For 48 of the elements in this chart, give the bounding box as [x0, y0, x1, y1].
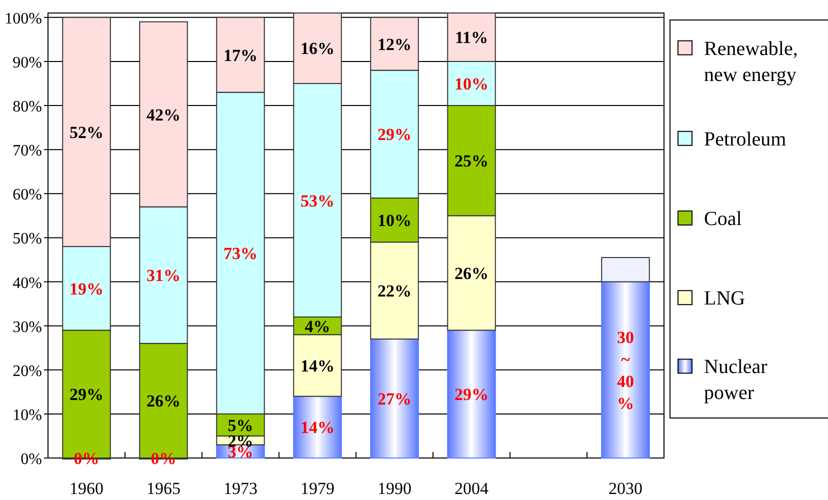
data-label: 12%: [378, 34, 412, 54]
y-tick-label: 90%: [12, 54, 42, 72]
data-label: 19%: [70, 279, 104, 298]
x-tick-label: 2004: [454, 479, 489, 498]
y-tick-label: 80%: [12, 98, 42, 116]
x-tick-label: 1979: [300, 479, 334, 498]
x-tick-label: 1960: [70, 479, 104, 498]
y-tick-label: 100%: [4, 10, 42, 28]
data-label: 26%: [146, 392, 180, 411]
data-label: 22%: [378, 282, 412, 301]
x-tick-label: 2030: [608, 479, 642, 498]
data-label: 5%: [228, 416, 254, 435]
data-label: 52%: [70, 122, 104, 142]
legend-label: Nuclear power: [704, 356, 768, 404]
x-tick-label: 1965: [146, 479, 180, 498]
y-tick-label: 30%: [12, 318, 42, 336]
data-label: 10%: [378, 211, 412, 230]
y-tick-label: 50%: [12, 230, 42, 248]
legend-label: Petroleum: [704, 128, 787, 150]
data-label: 29%: [454, 385, 488, 404]
data-label: 30 ~ 40 %: [617, 328, 634, 413]
data-label: 27%: [378, 390, 412, 409]
y-tick-label: 70%: [12, 142, 42, 160]
y-tick-label: 0%: [20, 451, 42, 468]
legend-label: Renewable, new energy: [704, 38, 798, 86]
y-tick-label: 10%: [12, 406, 42, 424]
data-label: 29%: [70, 385, 104, 404]
data-label: 10%: [454, 74, 488, 94]
data-label: 73%: [224, 244, 258, 264]
data-label: 31%: [146, 266, 180, 286]
data-label: 14%: [300, 418, 334, 438]
data-label: 53%: [300, 191, 334, 210]
data-label: 11%: [454, 28, 488, 48]
data-label: 4%: [304, 316, 330, 336]
data-label: 14%: [300, 356, 334, 376]
x-tick-label: 1990: [378, 479, 412, 498]
legend-label: Coal: [704, 208, 742, 230]
data-label: 17%: [224, 46, 258, 65]
legend-label: LNG: [704, 288, 746, 310]
y-tick-label: 60%: [12, 186, 42, 204]
data-label: 29%: [378, 125, 412, 144]
data-label: 16%: [300, 39, 334, 58]
data-label: 26%: [454, 264, 488, 283]
x-tick-label: 1973: [224, 479, 258, 498]
y-tick-label: 40%: [12, 274, 42, 292]
data-label: 25%: [454, 152, 488, 171]
y-tick-label: 20%: [12, 362, 42, 380]
data-label: 42%: [146, 105, 180, 124]
